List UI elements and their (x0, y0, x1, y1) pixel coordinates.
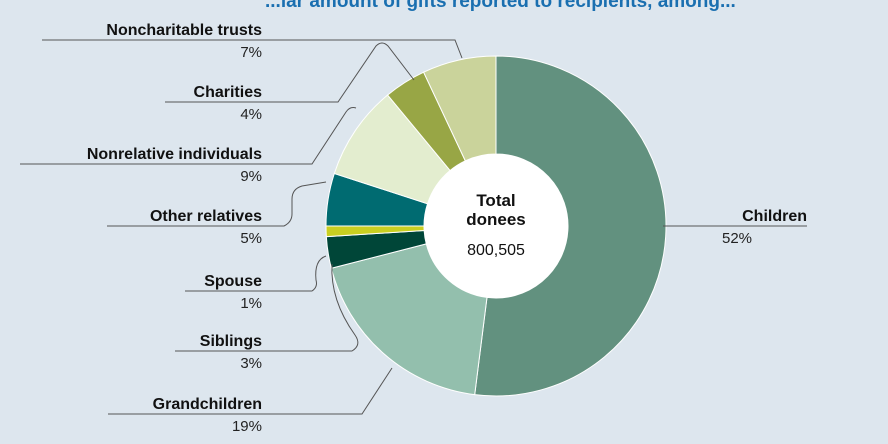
label-name-children: Children (742, 208, 807, 225)
leader-siblings (262, 263, 359, 352)
label-percent-siblings: 3% (240, 355, 262, 372)
label-percent-spouse: 1% (240, 295, 262, 312)
leader-charities (262, 42, 415, 103)
label-percent-nonrelative-individuals: 9% (240, 168, 262, 185)
leader-nonrelative-individuals (262, 107, 357, 165)
label-name-siblings: Siblings (200, 333, 262, 350)
label-percent-noncharitable-trusts: 7% (240, 44, 262, 61)
slice-noncharitable-trusts (422, 55, 497, 162)
label-percent-charities: 4% (240, 106, 262, 123)
center-title-line: Total (476, 191, 515, 210)
donut-hole (424, 154, 568, 298)
center-total-value: 800,505 (467, 242, 525, 259)
label-name-nonrelative-individuals: Nonrelative individuals (87, 146, 262, 163)
leader-spouse (262, 255, 327, 292)
label-name-grandchildren: Grandchildren (153, 396, 262, 413)
label-percent-grandchildren: 19% (232, 418, 262, 435)
center-title-line: donees (466, 210, 526, 229)
slice-labels: Children 52% Grandchildren 19% Siblings 3% Spo… (20, 22, 807, 435)
label-percent-other-relatives: 5% (240, 230, 262, 247)
label-name-other-relatives: Other relatives (150, 208, 262, 225)
chart-title-strip: ...lar amount of gifts reported to recip… (0, 0, 888, 22)
leader-other-relatives (262, 181, 327, 227)
chart-title: ...lar amount of gifts reported to recip… (265, 0, 736, 12)
label-name-charities: Charities (194, 84, 263, 101)
donut-slices (325, 55, 667, 397)
label-name-noncharitable-trusts: Noncharitable trusts (106, 22, 262, 39)
label-name-spouse: Spouse (204, 273, 262, 290)
leader-grandchildren (262, 367, 393, 415)
leader-noncharitable-trusts (262, 39, 463, 59)
label-percent-children: 52% (722, 230, 752, 247)
